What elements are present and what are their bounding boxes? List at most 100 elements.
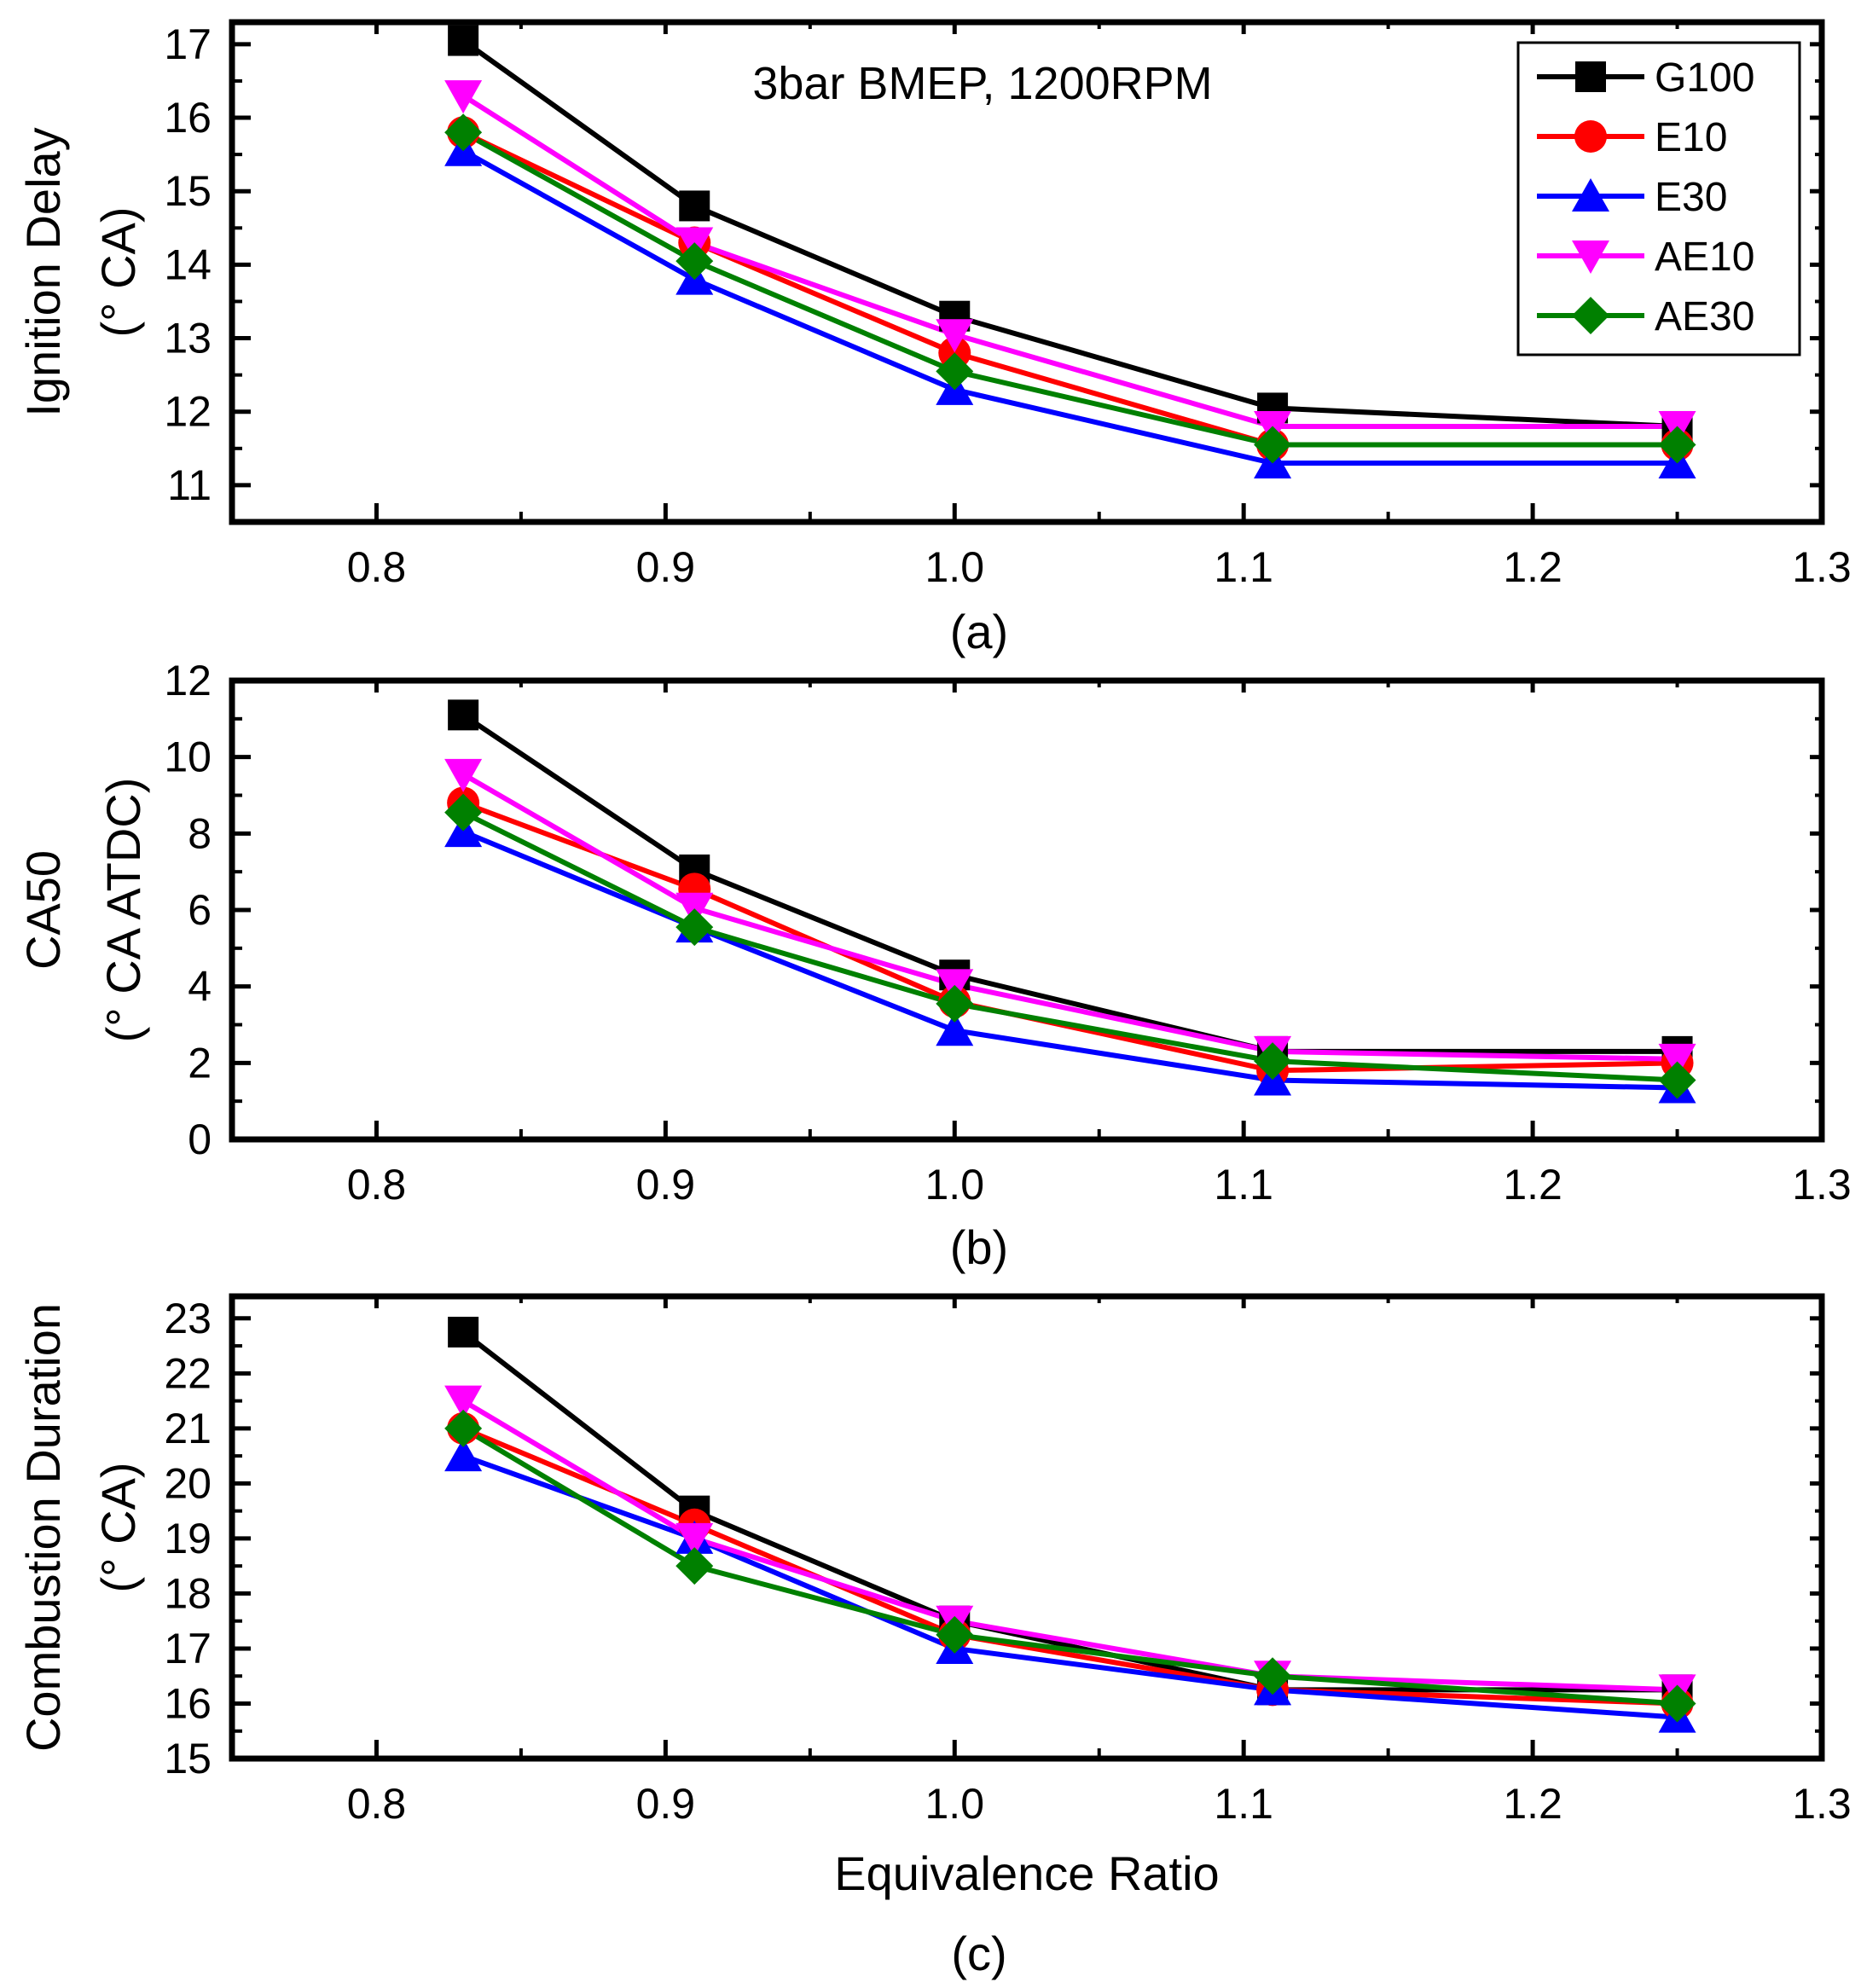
- panel-b: 0.8 0.9 1.0 1.1 1.2 1.3 0 2 4 6 8 10 12 CA50 (° CA ATD…: [16, 657, 1852, 1274]
- data-point-ae30: [1254, 1042, 1292, 1081]
- series-line-e10: [462, 800, 1678, 1074]
- data-point-e30: [936, 1012, 974, 1046]
- x-tick-label: 1.2: [1503, 1780, 1562, 1828]
- legend-marker-ae30: [1572, 297, 1609, 334]
- plot-frame: [229, 19, 1825, 525]
- data-point-ae30: [1658, 426, 1696, 464]
- x-tick-label: 0.8: [347, 543, 407, 591]
- legend-marker-e10: [1574, 120, 1607, 153]
- x-tick-label: 1.3: [1792, 1161, 1852, 1208]
- y-tick-label: 0: [188, 1116, 212, 1163]
- data-point-ae10: [444, 80, 483, 114]
- legend-label-g100: G100: [1655, 55, 1754, 101]
- data-point-ae30: [1658, 1684, 1696, 1723]
- data-point-ae30: [936, 1615, 974, 1654]
- data-point-ae10: [444, 1385, 483, 1419]
- legend-marker-g100: [1575, 61, 1606, 92]
- y-axis-unit: (° CA): [91, 206, 145, 337]
- data-point-ae30: [936, 984, 974, 1023]
- x-tick-label: 1.1: [1214, 1161, 1273, 1208]
- x-tick-label: 1.0: [925, 1161, 985, 1208]
- data-point-ae10: [1658, 1043, 1696, 1077]
- x-tick-label: 0.9: [636, 543, 696, 591]
- y-tick-label: 18: [164, 1569, 212, 1617]
- legend-label-e30: E30: [1655, 175, 1727, 220]
- series-line-g100: [461, 712, 1678, 1054]
- panel-label: (a): [950, 605, 1008, 658]
- y-axis-title: CA50: [16, 850, 70, 970]
- y-tick-label: 22: [164, 1349, 212, 1397]
- panel-label: (b): [950, 1220, 1008, 1274]
- x-tick-label: 1.2: [1503, 1161, 1562, 1208]
- x-tick-label: 1.2: [1503, 543, 1562, 591]
- y-tick-label: 12: [164, 388, 212, 436]
- x-tick-label: 0.9: [636, 1161, 696, 1208]
- data-point-g100: [448, 1316, 479, 1348]
- x-tick-label: 1.1: [1214, 1780, 1273, 1828]
- data-point-g100: [448, 25, 479, 56]
- y-tick-label: 17: [164, 20, 212, 68]
- x-axis-title: Equivalence Ratio: [834, 1846, 1219, 1900]
- data-point-e30: [444, 1438, 483, 1472]
- data-point-ae30: [675, 1547, 714, 1585]
- y-tick-label: 11: [167, 461, 212, 509]
- plot-frame: [229, 1293, 1825, 1762]
- y-axis-unit: (° CA): [91, 1462, 145, 1592]
- y-axis-title: Combustion Duration: [16, 1303, 70, 1752]
- panel-a: 0.8 0.9 1.0 1.1 1.2 1.3 11 12 13 14 15 16 17 Ignition…: [16, 19, 1852, 658]
- x-tick-label: 1.3: [1792, 1780, 1852, 1828]
- x-tick-label: 1.3: [1792, 543, 1852, 591]
- legend-label-e10: E10: [1655, 115, 1727, 160]
- y-tick-label: 6: [188, 886, 212, 934]
- data-point-ae30: [675, 242, 714, 281]
- y-tick-label: 8: [188, 809, 212, 857]
- data-point-ae10: [675, 1522, 714, 1556]
- legend-marker-e30: [1572, 178, 1609, 212]
- x-tick-label: 1.0: [925, 543, 985, 591]
- data-point-ae30: [936, 352, 974, 391]
- series-line-e30: [462, 1453, 1678, 1720]
- y-tick-label: 16: [164, 94, 212, 142]
- data-point-ae10: [936, 319, 974, 353]
- legend-label-ae30: AE30: [1655, 294, 1754, 339]
- y-axis-unit: (° CA ATDC): [96, 778, 150, 1043]
- y-tick-label: 12: [164, 657, 212, 704]
- data-point-ae30: [444, 1409, 483, 1447]
- condition-annotation: 3bar BMEP, 1200RPM: [752, 58, 1212, 109]
- x-tick-label: 0.8: [347, 1780, 407, 1828]
- y-axis-title: Ignition Delay: [16, 127, 70, 416]
- data-point-ae30: [444, 113, 483, 152]
- y-tick-label: 17: [164, 1625, 212, 1672]
- y-tick-label: 20: [164, 1459, 212, 1507]
- x-tick-label: 0.8: [347, 1161, 407, 1208]
- data-point-g100: [448, 699, 479, 731]
- y-tick-label: 14: [164, 241, 212, 288]
- legend-marker-ae10: [1572, 241, 1609, 274]
- data-point-ae10: [444, 758, 483, 792]
- data-point-ae30: [444, 793, 483, 832]
- data-point-ae30: [1254, 1657, 1292, 1695]
- series-line-ae10: [461, 93, 1678, 429]
- plot-frame: [229, 677, 1825, 1143]
- series-line-ae30: [461, 130, 1678, 448]
- data-point-ae30: [1658, 1061, 1696, 1099]
- y-tick-label: 23: [164, 1295, 212, 1342]
- y-tick-label: 16: [164, 1679, 212, 1727]
- x-tick-label: 1.1: [1214, 543, 1273, 591]
- series-line-ae30: [461, 809, 1678, 1083]
- series-line-ae10: [461, 772, 1678, 1062]
- legend-label-ae10: AE10: [1655, 235, 1754, 280]
- y-tick-label: 2: [188, 1039, 212, 1087]
- data-point-ae30: [1254, 426, 1292, 464]
- y-tick-label: 4: [188, 963, 212, 1011]
- panel-label: (c): [951, 1927, 1006, 1980]
- y-tick-label: 21: [164, 1405, 212, 1452]
- data-point-ae30: [675, 908, 714, 947]
- y-tick-label: 19: [164, 1515, 212, 1562]
- y-tick-label: 10: [164, 733, 212, 781]
- y-tick-label: 13: [164, 315, 212, 362]
- x-tick-label: 1.0: [925, 1780, 985, 1828]
- y-tick-label: 15: [164, 1735, 212, 1782]
- panel-c: 0.8 0.9 1.0 1.1 1.2 1.3 15 16 17 18 19 20 21 22 23 Comb…: [16, 1293, 1852, 1980]
- x-tick-label: 0.9: [636, 1780, 696, 1828]
